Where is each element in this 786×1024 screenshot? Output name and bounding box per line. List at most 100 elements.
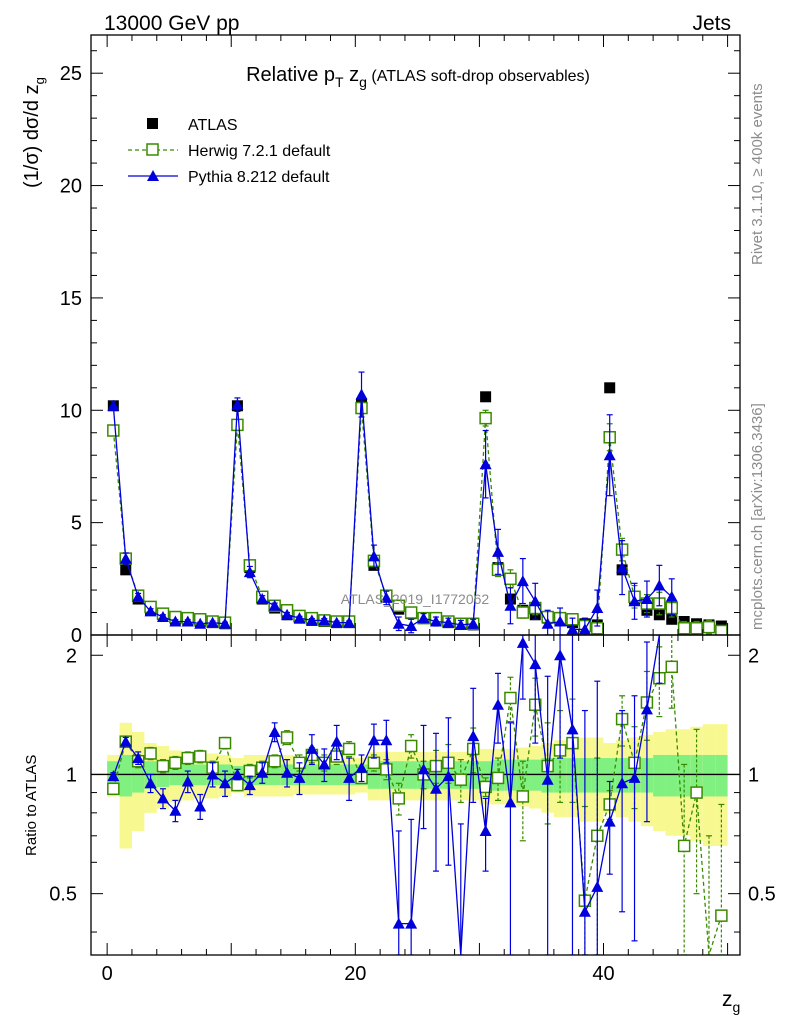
band-inner-bin bbox=[702, 754, 716, 797]
data-point-pythia bbox=[516, 575, 529, 587]
data-point-pythia bbox=[380, 734, 393, 746]
data-point-pythia bbox=[628, 595, 641, 607]
band-inner-bin bbox=[553, 758, 567, 793]
data-point-pythia bbox=[144, 605, 157, 617]
data-point-herwig bbox=[107, 782, 120, 796]
data-point-pythia bbox=[392, 917, 405, 929]
data-point-pythia bbox=[181, 615, 194, 627]
main-y-axis-label-text: (1/σ) dσ/d z bbox=[21, 84, 43, 188]
data-point-herwig bbox=[392, 792, 405, 805]
data-point-pythia bbox=[231, 398, 244, 410]
data-point-pythia bbox=[318, 614, 331, 626]
watermark: ATLAS_2019_I1772062 bbox=[341, 591, 490, 607]
data-point-pythia bbox=[504, 599, 517, 611]
data-point-pythia bbox=[119, 735, 132, 747]
data-point-pythia bbox=[566, 723, 579, 735]
data-point-pythia bbox=[442, 770, 455, 782]
data-point-pythia bbox=[169, 804, 182, 816]
plot-title: Relative pT zg (ATLAS soft-drop observab… bbox=[246, 64, 590, 90]
data-point-pythia bbox=[467, 617, 480, 629]
data-point-herwig bbox=[690, 622, 703, 635]
ratio-y-tick-label-left: 2 bbox=[66, 645, 77, 667]
ratio-y-tick-label-right: 2 bbox=[748, 645, 759, 667]
x-tick-label: 0 bbox=[102, 963, 113, 985]
main-axis-ticks bbox=[91, 35, 740, 636]
data-point-pythia bbox=[591, 602, 604, 614]
data-point-pythia bbox=[578, 905, 591, 917]
data-point-herwig bbox=[690, 786, 703, 799]
data-point-pythia bbox=[268, 726, 281, 738]
data-point-herwig bbox=[479, 411, 492, 425]
data-point-pythia bbox=[578, 623, 591, 635]
plot-title-var-sub: g bbox=[359, 74, 367, 90]
x-axis-label-text: z bbox=[722, 988, 733, 1011]
data-point-pythia bbox=[492, 545, 505, 557]
data-point-pythia bbox=[169, 615, 182, 627]
data-point-pythia bbox=[256, 593, 269, 605]
data-point-pythia bbox=[640, 703, 653, 715]
data-point-pythia bbox=[231, 768, 244, 780]
data-point-pythia bbox=[467, 730, 480, 742]
data-point-herwig bbox=[702, 620, 716, 634]
data-point-pythia bbox=[392, 617, 405, 629]
data-point-herwig bbox=[392, 599, 405, 613]
data-point-pythia bbox=[343, 616, 356, 628]
data-point-pythia bbox=[107, 770, 120, 782]
data-point-herwig bbox=[677, 622, 691, 635]
data-point-atlas bbox=[480, 391, 492, 403]
ratio-y-tick-labels: 0.5 0.5 1 1 2 2 bbox=[49, 645, 776, 905]
data-point-herwig bbox=[268, 754, 281, 768]
data-point-herwig bbox=[380, 763, 393, 776]
data-point-pythia bbox=[330, 735, 343, 747]
data-point-herwig bbox=[218, 736, 232, 750]
data-point-herwig bbox=[144, 747, 157, 760]
data-point-pythia bbox=[616, 561, 629, 573]
data-point-pythia bbox=[194, 800, 207, 812]
data-point-pythia bbox=[479, 458, 492, 470]
data-point-pythia bbox=[219, 777, 232, 789]
data-point-pythia bbox=[119, 552, 132, 564]
legend-marker-herwig bbox=[146, 143, 159, 156]
legend-label-pythia: Pythia 8.212 default bbox=[188, 169, 330, 186]
data-point-herwig bbox=[454, 773, 468, 786]
data-point-atlas bbox=[604, 382, 616, 394]
band-inner-bin bbox=[653, 754, 666, 797]
ratio-y-tick-label-left: 1 bbox=[66, 764, 77, 786]
main-y-axis-label-sub: g bbox=[32, 77, 47, 84]
data-point-herwig bbox=[404, 739, 418, 753]
data-point-pythia bbox=[554, 649, 567, 661]
data-point-pythia bbox=[591, 880, 604, 892]
band-inner-bin bbox=[516, 759, 530, 791]
data-point-herwig bbox=[516, 606, 530, 619]
data-point-pythia bbox=[268, 599, 281, 611]
band-inner-bin bbox=[665, 754, 678, 797]
data-point-pythia bbox=[243, 779, 256, 791]
data-point-pythia bbox=[318, 758, 331, 770]
x-axis-label-sub: g bbox=[733, 999, 741, 1015]
legend-label-atlas: ATLAS bbox=[188, 117, 238, 134]
data-point-atlas bbox=[120, 564, 132, 576]
band-inner-bin bbox=[119, 754, 132, 797]
data-point-pythia bbox=[653, 579, 666, 591]
main-y-tick-labels: 0 5 10 15 20 25 bbox=[60, 63, 82, 647]
main-y-tick-label: 5 bbox=[71, 513, 82, 535]
legend: ATLAS Herwig 7.2.1 default Pythia 8.212 … bbox=[128, 117, 331, 186]
legend-marker-pythia bbox=[147, 170, 159, 181]
data-point-herwig bbox=[715, 624, 728, 635]
data-point-pythia bbox=[603, 449, 616, 461]
main-panel: 0 5 10 15 20 25 bbox=[60, 34, 741, 647]
data-point-pythia bbox=[665, 590, 678, 602]
plot-title-var: z bbox=[344, 64, 360, 86]
data-point-pythia bbox=[343, 771, 356, 783]
data-point-herwig bbox=[342, 742, 356, 756]
data-point-herwig bbox=[516, 790, 530, 803]
data-point-herwig bbox=[367, 756, 381, 770]
data-point-pythia bbox=[429, 782, 442, 794]
data-point-pythia bbox=[454, 618, 467, 630]
plot-title-main: Relative p bbox=[246, 64, 335, 86]
data-point-pythia bbox=[256, 766, 269, 778]
data-point-pythia bbox=[616, 777, 629, 789]
data-point-pythia bbox=[417, 612, 430, 624]
band-inner-bin bbox=[529, 759, 542, 791]
data-point-pythia bbox=[156, 792, 169, 804]
